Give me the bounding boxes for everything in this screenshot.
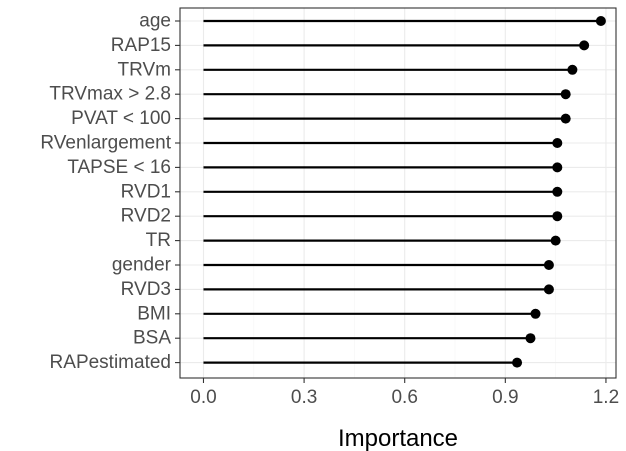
lollipop-point — [560, 89, 571, 100]
x-tick-label: 0.0 — [190, 387, 216, 408]
y-tick-label: RVD1 — [121, 181, 171, 202]
lollipop-point — [552, 186, 563, 197]
y-tick-label: RVD3 — [121, 279, 171, 300]
y-axis: age RAP15 TRVm TRVmax > 2.8 PVAT < 100 RVenla… — [40, 11, 180, 373]
lollipop-point — [567, 64, 578, 75]
plot-panel-background — [180, 8, 616, 378]
lollipop-point — [560, 113, 571, 124]
lollipop-point — [543, 260, 554, 270]
y-tick-label: TRVm — [118, 59, 171, 80]
lollipop-point — [543, 284, 554, 295]
x-axis: 0.0 0.3 0.6 0.9 1.2 — [190, 378, 619, 408]
lollipop-point — [530, 308, 541, 319]
x-tick-label: 0.6 — [391, 387, 417, 408]
y-tick-label: PVAT < 100 — [71, 108, 171, 129]
lollipop-point — [525, 333, 536, 344]
lollipop-point — [595, 16, 606, 26]
y-tick-label: TR — [146, 230, 171, 251]
y-tick-label: age — [139, 11, 171, 32]
plot-panel-border — [179, 7, 617, 379]
lollipop-point — [512, 357, 523, 368]
y-tick-label: gender — [112, 255, 172, 276]
x-tick-label: 0.3 — [291, 387, 317, 408]
lollipop-point — [579, 40, 590, 51]
x-tick-label: 0.9 — [492, 387, 518, 408]
y-tick-label: TAPSE < 16 — [67, 157, 171, 178]
x-tick-label: 1.2 — [593, 387, 619, 408]
x-axis-title: Importance — [338, 425, 458, 451]
data-marks — [203, 16, 606, 368]
y-tick-label: RVenlargement — [40, 133, 171, 154]
lollipop-point — [552, 162, 563, 173]
y-tick-label: TRVmax > 2.8 — [49, 84, 171, 105]
lollipop-point — [552, 138, 563, 148]
y-tick-label: RAPestimated — [50, 352, 171, 373]
lollipop-point — [552, 211, 563, 222]
y-tick-label: RVD2 — [121, 206, 171, 227]
y-tick-label: BMI — [137, 303, 171, 324]
y-tick-label: RAP15 — [111, 35, 171, 56]
lollipop-point — [550, 235, 561, 246]
y-tick-label: BSA — [133, 328, 171, 349]
